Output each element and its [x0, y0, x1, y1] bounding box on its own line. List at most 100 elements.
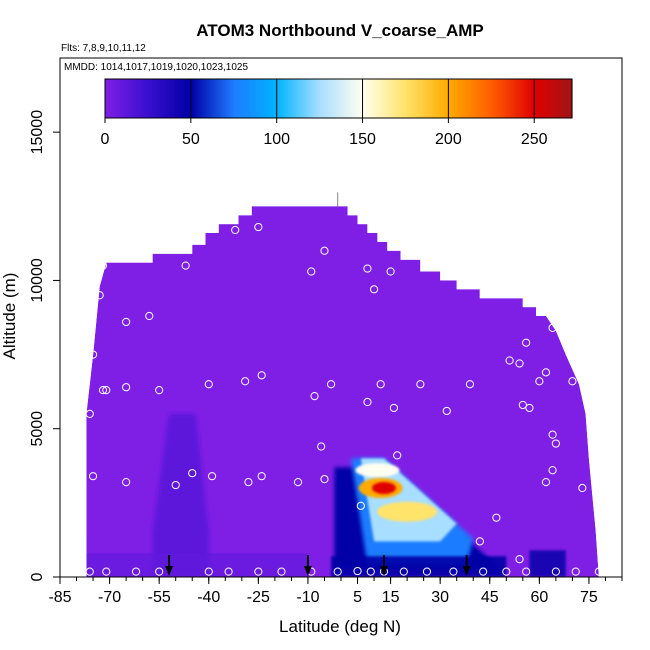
colorbar-cell	[134, 79, 137, 118]
colorbar-cell	[533, 79, 537, 118]
colorbar-cell	[264, 79, 267, 118]
colorbar-cell	[418, 79, 421, 118]
profile-point	[320, 246, 329, 255]
x-tick-label: 45	[481, 589, 499, 606]
colorbar-cell	[279, 79, 283, 118]
colorbar-cell	[108, 79, 111, 118]
colorbar-cell	[540, 79, 544, 118]
ground-point	[594, 567, 603, 576]
ground-point	[85, 567, 94, 576]
y-tick-label: 5000	[29, 411, 46, 447]
colorbar-cell	[106, 79, 110, 118]
colorbar-cell	[184, 79, 187, 118]
colorbar-cell	[381, 79, 385, 118]
colorbar-cell	[350, 79, 353, 118]
profile-point	[207, 472, 217, 481]
colorbar-cell	[561, 79, 564, 118]
colorbar-cell	[272, 79, 276, 118]
colorbar-cell	[378, 79, 381, 118]
colorbar-cell	[400, 79, 404, 118]
colorbar-cell	[492, 79, 495, 118]
colorbar-cell	[203, 79, 206, 118]
colorbar-cell	[369, 79, 372, 118]
colorbar-cell	[236, 79, 239, 118]
colorbar-cell	[295, 79, 298, 118]
colorbar-cell	[345, 79, 348, 118]
colorbar-cell	[514, 79, 518, 118]
colorbar-cell	[438, 79, 442, 118]
profile-point	[541, 368, 551, 377]
colorbar-cell	[265, 79, 269, 118]
ground-point	[422, 567, 432, 576]
colorbar-cell	[271, 79, 274, 118]
colorbar-cell	[373, 79, 376, 118]
x-tick-label: 30	[431, 589, 449, 606]
colorbar-cell	[262, 79, 265, 118]
colorbar-cell	[144, 79, 148, 118]
colorbar-cell	[516, 79, 519, 118]
x-tick-label: -10	[296, 589, 319, 606]
colorbar-cell	[566, 79, 570, 118]
colorbar-cell	[229, 79, 232, 118]
colorbar-cell	[160, 79, 163, 118]
colorbar-cell	[162, 79, 165, 118]
y-axis: 0 5000 10000 15000	[29, 110, 60, 581]
profile-point	[356, 501, 365, 510]
x-tick-label: -55	[148, 589, 171, 606]
x-tick-label: -70	[98, 589, 121, 606]
colorbar-cell	[196, 79, 199, 118]
y-tick-label: 15000	[29, 110, 46, 155]
colorbar-cell	[416, 79, 419, 118]
y-tick-label: 0	[29, 572, 46, 581]
colorbar-cell	[274, 79, 277, 118]
profile-point	[551, 439, 560, 448]
colorbar-cell	[182, 79, 186, 118]
ground-point	[204, 567, 213, 576]
colorbar-cell	[528, 79, 532, 118]
colorbar-cell	[328, 79, 331, 118]
low-band-left	[86, 553, 308, 577]
colorbar-cell	[463, 79, 466, 118]
colorbar-cell	[513, 79, 516, 118]
colorbar-cell	[117, 79, 120, 118]
colorbar-cell	[310, 79, 314, 118]
colorbar-cell	[296, 79, 300, 118]
colorbar-cell	[243, 79, 246, 118]
profile-point	[578, 483, 587, 493]
colorbar-cell	[530, 79, 533, 118]
colorbar-cell	[570, 79, 573, 118]
colorbar-cell	[302, 79, 305, 118]
profile-point	[363, 397, 372, 407]
colorbar-cell	[111, 79, 115, 118]
colorbar-cell	[168, 79, 172, 118]
chart-title: ATOM3 Northbound V_coarse_AMP	[196, 21, 483, 40]
colorbar-cell	[357, 79, 360, 118]
profile-point	[88, 472, 98, 481]
colorbar-cell	[412, 79, 416, 118]
profile-point	[442, 406, 451, 416]
colorbar-cell	[127, 79, 130, 118]
blue-right	[529, 550, 566, 577]
colorbar-cell	[542, 79, 545, 118]
colorbar-cell	[234, 79, 238, 118]
profile-point	[389, 403, 398, 413]
plume-left	[152, 413, 209, 577]
profile-point	[293, 477, 303, 487]
profile-point	[254, 222, 263, 232]
x-tick-label: 60	[530, 589, 548, 606]
colorbar-cell	[293, 79, 296, 118]
colorbar-cell	[527, 79, 530, 118]
colorbar-cell	[213, 79, 217, 118]
colorbar-cell	[281, 79, 284, 118]
colorbar-cell	[290, 79, 293, 118]
colorbar-cell	[232, 79, 236, 118]
colorbar-cell	[475, 79, 478, 118]
colorbar-cell	[473, 79, 476, 118]
colorbar-cell	[449, 79, 452, 118]
colorbar-cell	[442, 79, 445, 118]
colorbar-cell	[388, 79, 391, 118]
colorbar-cell	[508, 79, 511, 118]
colorbar-cell	[423, 79, 426, 118]
colorbar-cell	[175, 79, 179, 118]
colorbar-cell	[504, 79, 507, 118]
